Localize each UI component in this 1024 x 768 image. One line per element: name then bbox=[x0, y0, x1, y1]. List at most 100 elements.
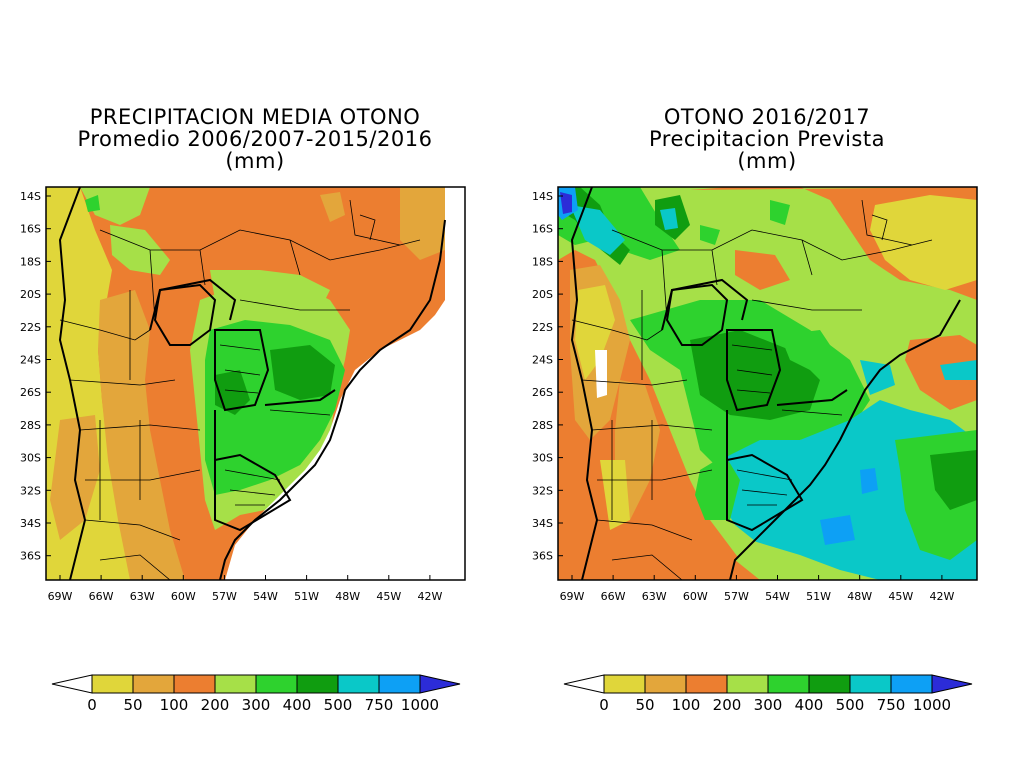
left-map-province-lines bbox=[59, 199, 421, 580]
left-title-line-1: PRECIPITACION MEDIA OTONO bbox=[89, 105, 421, 129]
right-colorbar-label: 100 bbox=[672, 696, 701, 714]
right-title-line-3: (mm) bbox=[737, 149, 797, 173]
left-colorbar-label: 0 bbox=[87, 696, 97, 714]
left-title-line-3: (mm) bbox=[225, 149, 285, 173]
left-colorbar-max-triangle bbox=[419, 674, 461, 694]
left-lat-label: 18S bbox=[20, 255, 41, 268]
left-map-borders bbox=[58, 187, 446, 580]
right-colorbar-segment bbox=[685, 674, 728, 694]
right-precipitation-map: 14S 16S 18S 20S 22S 24S 26S 28S 30S 32S 34S 36S 69W… bbox=[532, 186, 978, 603]
right-lon-label: 48W bbox=[847, 590, 872, 603]
left-colorbar-segment bbox=[91, 674, 134, 694]
left-map-frame bbox=[45, 186, 466, 581]
right-lon-label: 45W bbox=[888, 590, 913, 603]
left-colorbar-label: 300 bbox=[242, 696, 271, 714]
right-colorbar-label: 1000 bbox=[913, 696, 951, 714]
left-lat-axis: 14S 16S 18S 20S 22S 24S 26S 28S 30S 32S 34S 36S bbox=[20, 190, 51, 563]
left-lat-label: 34S bbox=[20, 517, 41, 530]
right-lon-label: 42W bbox=[929, 590, 954, 603]
right-lon-label: 60W bbox=[683, 590, 708, 603]
right-colorbar-label: 50 bbox=[635, 696, 654, 714]
right-colorbar-segment bbox=[890, 674, 933, 694]
left-map-title: PRECIPITACION MEDIA OTONO Promedio 2006/… bbox=[30, 106, 480, 172]
right-colorbar-segment bbox=[767, 674, 810, 694]
right-lat-label: 32S bbox=[532, 484, 553, 497]
right-colorbar-segment bbox=[603, 674, 646, 694]
left-colorbar-label: 750 bbox=[365, 696, 394, 714]
right-map-title: OTONO 2016/2017 Precipitacion Prevista (… bbox=[542, 106, 992, 172]
right-lon-label: 54W bbox=[765, 590, 790, 603]
left-lon-label: 57W bbox=[212, 590, 237, 603]
left-colorbar-label: 50 bbox=[123, 696, 142, 714]
right-lat-label: 34S bbox=[532, 517, 553, 530]
right-colorbar-segment bbox=[644, 674, 687, 694]
right-lat-label: 26S bbox=[532, 386, 553, 399]
right-colorbar-label: 500 bbox=[836, 696, 865, 714]
left-precipitation-map: 14S 16S 18S 20S 22S 24S 26S 28S 30S 32S 34S 36S 69W… bbox=[20, 186, 466, 603]
left-colorbar-label: 200 bbox=[201, 696, 230, 714]
right-lon-label: 69W bbox=[560, 590, 585, 603]
right-lon-label: 51W bbox=[806, 590, 831, 603]
left-lon-label: 51W bbox=[294, 590, 319, 603]
left-colorbar-segment bbox=[173, 674, 216, 694]
left-colorbar-label: 100 bbox=[160, 696, 189, 714]
right-lon-axis: 69W 66W 63W 60W 57W 54W 51W 48W 45W 42W bbox=[560, 575, 954, 603]
right-colorbar-min-triangle bbox=[563, 674, 605, 694]
right-colorbar-segment bbox=[726, 674, 769, 694]
right-title-line-2: Precipitacion Prevista bbox=[649, 127, 885, 151]
right-colorbar-segment bbox=[849, 674, 892, 694]
left-lon-label: 60W bbox=[171, 590, 196, 603]
left-lat-label: 30S bbox=[20, 452, 41, 465]
right-lat-label: 20S bbox=[532, 288, 553, 301]
left-colorbar-segment bbox=[378, 674, 421, 694]
right-colorbar-label: 400 bbox=[795, 696, 824, 714]
left-colorbar-segment bbox=[214, 674, 257, 694]
left-lat-label: 14S bbox=[20, 190, 41, 203]
right-map-borders bbox=[570, 187, 961, 580]
right-lat-label: 24S bbox=[532, 354, 553, 367]
right-colorbar: 0 50 100 200 300 400 500 750 1000 bbox=[563, 674, 973, 714]
left-lat-label: 16S bbox=[20, 223, 41, 236]
right-map-field bbox=[558, 187, 977, 580]
left-lon-label: 45W bbox=[376, 590, 401, 603]
left-title-line-2: Promedio 2006/2007-2015/2016 bbox=[77, 127, 433, 151]
right-map-province-lines bbox=[571, 199, 933, 580]
left-lat-label: 28S bbox=[20, 419, 41, 432]
left-lon-label: 54W bbox=[253, 590, 278, 603]
right-lon-label: 57W bbox=[724, 590, 749, 603]
right-colorbar-max-triangle bbox=[931, 674, 973, 694]
left-colorbar-segment bbox=[296, 674, 339, 694]
right-lat-label: 30S bbox=[532, 452, 553, 465]
right-lat-axis: 14S 16S 18S 20S 22S 24S 26S 28S 30S 32S 34S 36S bbox=[532, 190, 563, 563]
right-title-line-1: OTONO 2016/2017 bbox=[663, 105, 871, 129]
left-colorbar-label: 400 bbox=[283, 696, 312, 714]
left-lon-label: 63W bbox=[130, 590, 155, 603]
left-lon-axis: 69W 66W 63W 60W 57W 54W 51W 48W 45W 42W bbox=[48, 575, 442, 603]
right-colorbar-label: 200 bbox=[713, 696, 742, 714]
left-lat-label: 26S bbox=[20, 386, 41, 399]
right-lon-label: 66W bbox=[601, 590, 626, 603]
left-colorbar-segment bbox=[337, 674, 380, 694]
left-lat-label: 22S bbox=[20, 321, 41, 334]
right-colorbar-label: 300 bbox=[754, 696, 783, 714]
left-lat-label: 20S bbox=[20, 288, 41, 301]
right-colorbar-label: 0 bbox=[599, 696, 609, 714]
left-lon-label: 48W bbox=[335, 590, 360, 603]
right-lat-label: 16S bbox=[532, 223, 553, 236]
right-lat-label: 22S bbox=[532, 321, 553, 334]
right-lat-label: 18S bbox=[532, 255, 553, 268]
left-lat-label: 32S bbox=[20, 484, 41, 497]
right-lat-label: 36S bbox=[532, 550, 553, 563]
left-colorbar-segment bbox=[132, 674, 175, 694]
right-lat-label: 28S bbox=[532, 419, 553, 432]
right-colorbar-segment bbox=[808, 674, 851, 694]
left-lon-label: 66W bbox=[89, 590, 114, 603]
right-lat-label: 14S bbox=[532, 190, 553, 203]
left-lat-label: 36S bbox=[20, 550, 41, 563]
left-colorbar: 0 50 100 200 300 400 500 750 1000 bbox=[51, 674, 461, 714]
right-map-frame bbox=[557, 186, 978, 581]
left-colorbar-min-triangle bbox=[51, 674, 93, 694]
right-colorbar-label: 750 bbox=[877, 696, 906, 714]
left-colorbar-label: 1000 bbox=[401, 696, 439, 714]
left-colorbar-segment bbox=[255, 674, 298, 694]
